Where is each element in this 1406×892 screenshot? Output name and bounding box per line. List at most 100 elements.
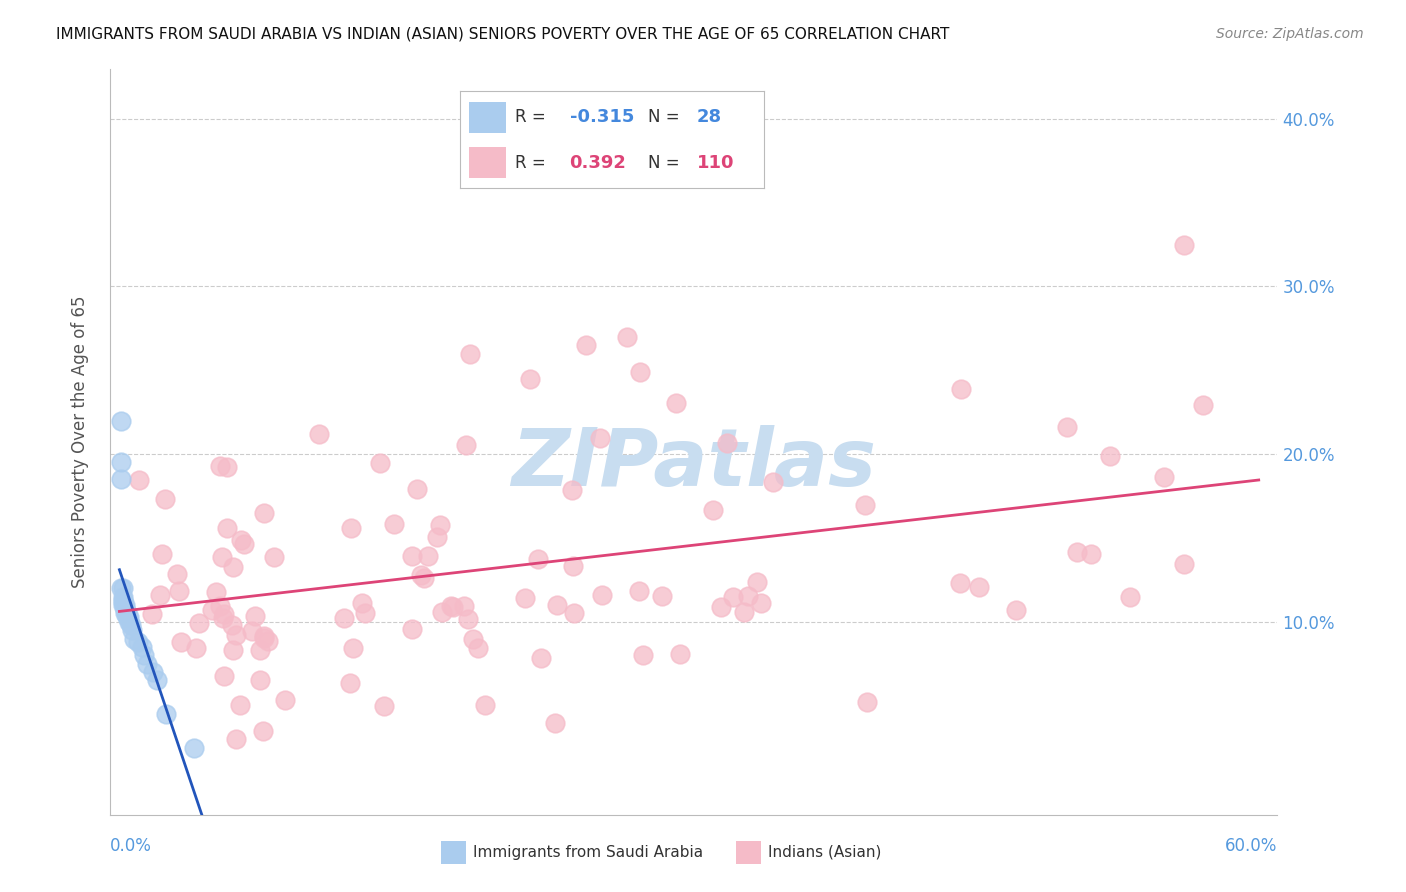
Point (231, 533, 253, 547)
Point (474, 698, 496, 712)
Point (1080, 547, 1102, 561)
Point (243, 608, 266, 623)
Point (215, 459, 238, 474)
Point (252, 724, 274, 739)
Point (308, 427, 330, 442)
Point (201, 602, 224, 616)
Point (110, 455, 132, 469)
Point (426, 530, 449, 544)
Point (749, 596, 772, 610)
Point (665, 396, 688, 410)
Point (342, 641, 364, 656)
Point (263, 549, 285, 564)
Point (401, 549, 423, 564)
Point (333, 610, 356, 624)
Point (382, 516, 405, 531)
Point (616, 330, 638, 344)
Point (124, 632, 146, 646)
Point (257, 634, 280, 648)
Point (121, 623, 143, 637)
Point (233, 537, 256, 551)
Point (110, 472, 132, 486)
Point (112, 598, 135, 612)
Point (132, 648, 155, 663)
Point (1173, 237, 1195, 252)
Point (733, 605, 755, 619)
Point (702, 502, 724, 516)
Point (1191, 398, 1213, 412)
Point (413, 571, 436, 585)
Point (212, 611, 235, 625)
Point (149, 589, 172, 603)
Point (368, 456, 391, 470)
Point (136, 657, 159, 671)
Point (589, 431, 612, 445)
Point (460, 346, 482, 360)
Text: IMMIGRANTS FROM SAUDI ARABIA VS INDIAN (ASIAN) SENIORS POVERTY OVER THE AGE OF 6: IMMIGRANTS FROM SAUDI ARABIA VS INDIAN (… (56, 27, 949, 42)
Point (467, 640, 489, 655)
Point (443, 599, 465, 614)
Point (225, 628, 247, 642)
Point (112, 590, 135, 604)
Point (205, 585, 228, 599)
Point (155, 706, 177, 721)
Point (112, 593, 135, 607)
Point (745, 574, 768, 589)
Point (430, 605, 453, 619)
Point (401, 622, 423, 636)
Point (716, 435, 738, 450)
Point (513, 591, 536, 606)
Point (519, 372, 541, 386)
Point (169, 583, 191, 598)
Point (350, 596, 373, 610)
Point (115, 609, 138, 624)
Point (221, 617, 243, 632)
Point (1066, 545, 1088, 559)
Text: 60.0%: 60.0% (1225, 837, 1278, 855)
Point (222, 560, 245, 574)
Point (131, 640, 153, 654)
Point (762, 475, 785, 490)
Text: ZIPatlas: ZIPatlas (512, 425, 876, 503)
Point (114, 603, 136, 617)
Point (114, 607, 136, 621)
Point (530, 651, 553, 665)
Point (188, 616, 211, 631)
Point (1119, 590, 1142, 604)
Point (949, 576, 972, 591)
Point (112, 581, 135, 595)
Point (253, 507, 276, 521)
Point (141, 607, 163, 621)
Point (222, 642, 245, 657)
Point (166, 567, 188, 582)
Point (339, 520, 361, 534)
Point (631, 648, 654, 663)
Point (110, 581, 132, 595)
Point (184, 641, 207, 656)
Point (169, 634, 191, 648)
Point (561, 483, 583, 497)
Point (544, 715, 567, 730)
Point (115, 607, 138, 621)
Point (409, 567, 432, 582)
Point (1056, 420, 1078, 434)
Point (217, 521, 239, 535)
Point (274, 693, 297, 707)
Point (114, 598, 136, 612)
Point (526, 551, 548, 566)
Point (211, 549, 233, 564)
Point (228, 698, 250, 712)
Point (209, 599, 232, 613)
Text: Immigrants from Saudi Arabia: Immigrants from Saudi Arabia (472, 845, 703, 860)
Point (439, 599, 461, 613)
Point (546, 598, 568, 612)
Point (240, 624, 263, 639)
Point (249, 642, 271, 657)
Point (1099, 449, 1122, 463)
Point (723, 591, 745, 605)
Point (212, 607, 235, 622)
Point (249, 673, 271, 687)
Text: 0.0%: 0.0% (110, 837, 152, 855)
Point (127, 635, 149, 649)
Point (651, 589, 673, 603)
